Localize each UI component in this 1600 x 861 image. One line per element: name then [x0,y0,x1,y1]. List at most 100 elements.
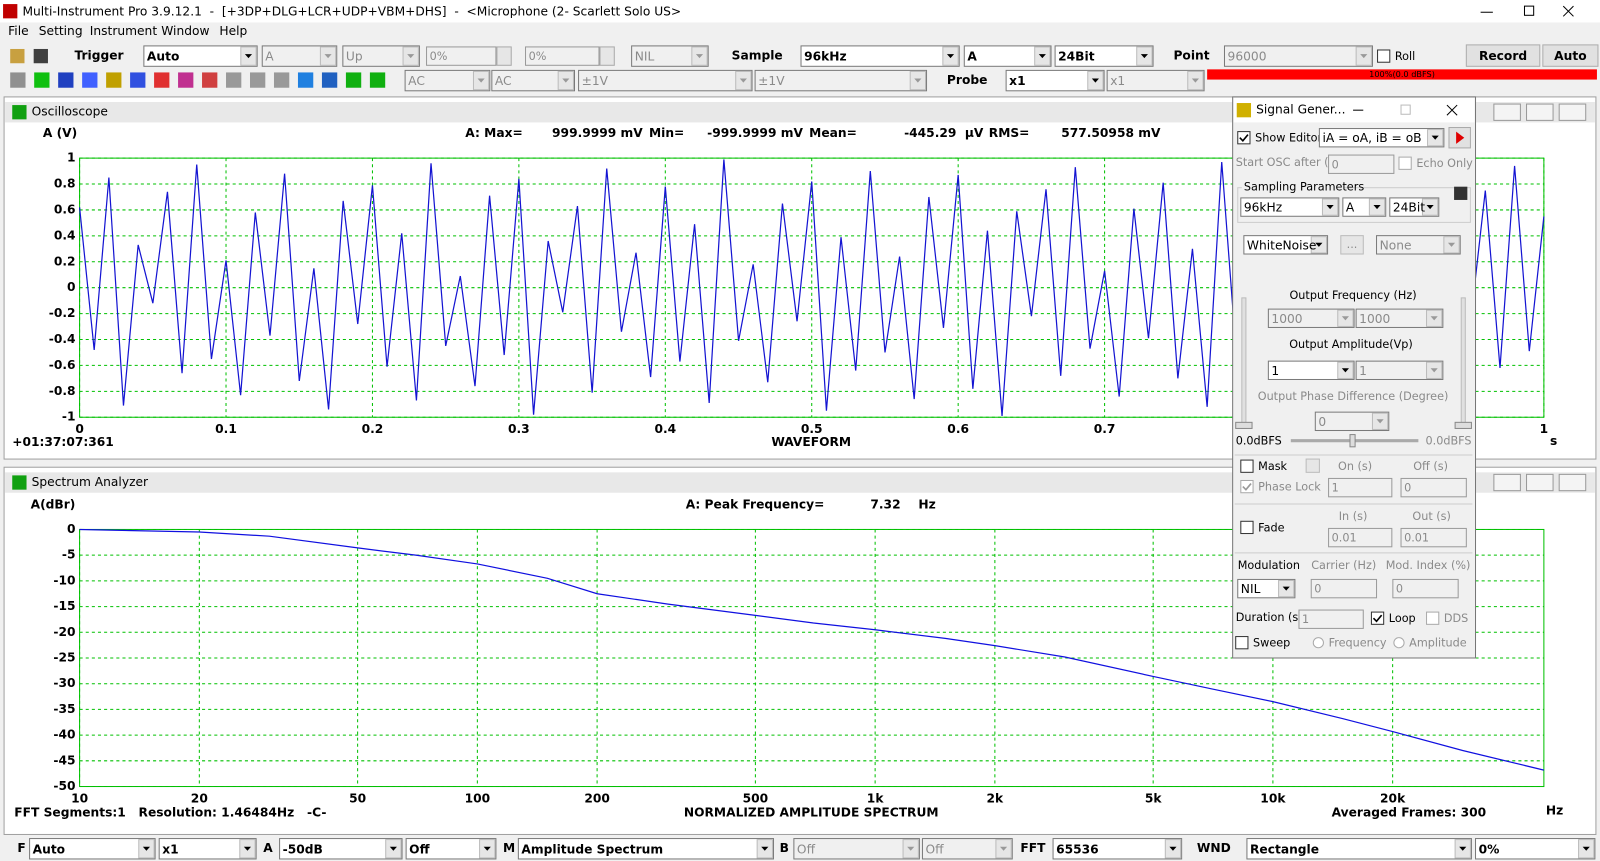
duration[interactable] [1298,609,1364,629]
mod-index[interactable] [1392,578,1459,599]
balance-thumb[interactable] [1349,434,1356,448]
mask-off[interactable] [1400,477,1467,498]
fft-size[interactable] [1052,838,1183,860]
panel-window-button[interactable] [1493,473,1521,492]
fade-in[interactable] [1328,527,1393,548]
f-mode[interactable] [29,838,156,860]
save-icon[interactable] [1454,186,1468,200]
toolbar-icon[interactable] [178,72,194,88]
gen-sample-rate[interactable] [1240,197,1340,217]
toolbar-icon[interactable] [82,72,98,88]
a-off[interactable] [405,838,497,860]
mask-button[interactable] [1305,458,1320,473]
ellipsis-button[interactable] [1340,235,1364,255]
close-button[interactable] [1562,5,1574,17]
toolbar-icon[interactable] [250,72,266,88]
fade[interactable] [1240,520,1254,535]
phase[interactable] [1314,411,1390,432]
show-editor[interactable] [1237,131,1251,145]
amp-a[interactable] [1267,360,1355,381]
restore-button[interactable] [1523,5,1535,16]
sweep-amplitude[interactable] [1393,637,1405,649]
probe-b[interactable] [1106,69,1205,92]
toolbar-icon[interactable] [10,48,25,64]
carrier-label: Carrier (Hz) [1311,559,1376,572]
toolbar-icon[interactable] [345,72,362,88]
fade-out-text: 0.01 [1404,532,1429,545]
level-slider-thumb[interactable] [1454,421,1472,429]
sweep[interactable] [1235,636,1249,650]
toolbar-icon[interactable] [33,48,48,64]
carrier[interactable] [1310,578,1378,599]
trigger-mode[interactable] [143,45,258,67]
panel-window-button[interactable] [1493,103,1521,121]
probe-a[interactable] [1005,69,1105,92]
sample-channel[interactable] [963,45,1052,67]
spinner[interactable] [496,46,512,66]
overlap[interactable] [1475,838,1596,860]
fade-out[interactable] [1400,527,1467,548]
range-a[interactable] [578,69,753,92]
b-range[interactable] [793,838,920,860]
toolbar-icon[interactable] [130,72,146,88]
x-tick-label: 10k [1260,791,1286,805]
trigger-edge[interactable] [342,45,420,67]
toolbar-icon[interactable] [106,72,122,88]
spinner[interactable] [599,46,615,66]
waveform[interactable] [1243,235,1329,255]
coupling-a[interactable] [404,69,491,92]
x-axis-label: WAVEFORM [771,435,851,449]
panel-window-button[interactable] [1526,473,1554,492]
a-range[interactable] [279,838,403,860]
y-tick-label: -35 [53,702,75,716]
toolbar-icon[interactable] [369,72,386,88]
mask[interactable] [1240,459,1254,473]
dds[interactable] [1426,611,1440,625]
loop[interactable] [1370,611,1385,625]
toolbar-icon[interactable] [202,72,218,88]
record-button[interactable] [1465,44,1541,67]
trigger-nil-text: NIL [635,50,655,64]
b-off[interactable] [921,838,1013,860]
toolbar-icon[interactable] [226,72,242,88]
sweep-frequency[interactable] [1312,637,1324,649]
trigger-level[interactable] [426,46,497,66]
panel-window-button[interactable] [1526,103,1554,121]
auto-button[interactable] [1542,44,1599,67]
editor-expr[interactable] [1318,128,1445,148]
f-mult[interactable] [158,838,257,860]
roll-checkbox[interactable] [1377,49,1391,63]
y-axis-label: A(dBr) [31,497,76,511]
window-function[interactable] [1246,838,1472,860]
start-osc[interactable] [1328,154,1395,174]
mask-on[interactable] [1328,477,1393,498]
trigger-nil[interactable] [631,45,709,67]
level-slider-thumb[interactable] [1235,421,1253,429]
panel-window-button[interactable] [1558,103,1587,121]
waveform-b[interactable] [1376,235,1461,255]
bit-depth[interactable] [1054,45,1154,67]
amp-b[interactable] [1355,360,1444,381]
mode[interactable] [517,838,774,860]
toolbar-icon[interactable] [58,72,74,88]
toolbar-icon[interactable] [297,72,314,88]
trigger-delay[interactable] [525,46,600,66]
toolbar-icon[interactable] [10,72,26,88]
dialog-close[interactable] [1446,104,1458,116]
sample-rate[interactable] [800,45,960,67]
toolbar-icon[interactable] [321,72,338,88]
phase-lock[interactable] [1240,479,1254,494]
point-count[interactable] [1223,45,1373,67]
trigger-channel[interactable] [261,45,338,67]
toolbar-icon[interactable] [154,72,170,88]
freq-b[interactable] [1355,308,1444,328]
toolbar-icon[interactable] [273,72,290,88]
app-icon [3,4,18,19]
freq-a[interactable] [1267,308,1355,328]
toolbar-icon[interactable] [34,72,50,88]
echo-only[interactable] [1398,156,1412,170]
coupling-b[interactable] [491,69,575,92]
range-b[interactable] [754,69,928,92]
panel-window-button[interactable] [1558,473,1587,492]
x-axis-unit: Hz [1546,804,1563,818]
